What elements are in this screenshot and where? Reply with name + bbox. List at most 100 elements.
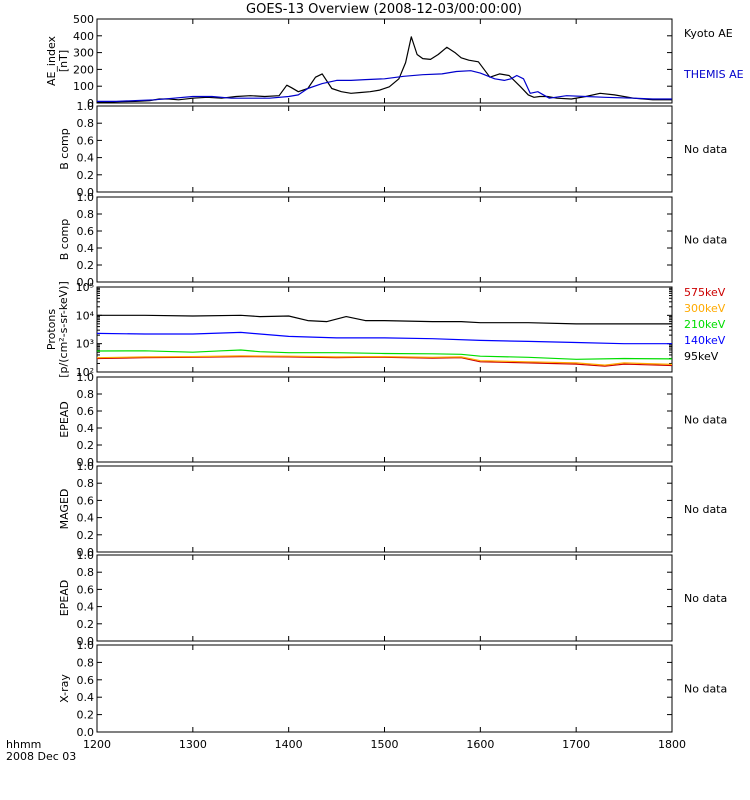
panel-b-comp-2: 0.0 0.2 0.4 0.6 0.8 1.0 B comp No data <box>58 191 727 289</box>
x-tick-label: 1200 <box>83 738 111 751</box>
y-tick-label: 0.6 <box>77 583 95 596</box>
y-tick-label: 1.0 <box>77 549 95 562</box>
no-data-status: No data <box>684 592 727 605</box>
y-tick-label: 0.2 <box>77 709 95 722</box>
x-tick-label: 1500 <box>371 738 399 751</box>
no-data-status: No data <box>684 234 727 247</box>
y-tick-label: 0 <box>87 97 94 110</box>
y-axis-label: Protons <box>45 309 58 350</box>
panel-frame <box>96 554 673 642</box>
y-axis-label: EPEAD <box>58 401 71 438</box>
y-axis-label: B comp <box>58 128 71 170</box>
y-tick-label: 500 <box>73 13 94 26</box>
y-axis-label: [nT] <box>57 50 70 72</box>
x-tick-label: 1800 <box>658 738 686 751</box>
legend-95kev: 95keV <box>684 350 719 363</box>
y-axis-label: MAGED <box>58 489 71 530</box>
y-tick-label: 0.0 <box>77 186 95 199</box>
series-line-575kev <box>97 356 672 367</box>
chart-title: GOES-13 Overview (2008-12-03/00:00:00) <box>246 2 522 17</box>
y-tick-label: 0.0 <box>77 276 95 289</box>
time-format-label: hhmm <box>6 738 41 751</box>
series-line-kyoto-ae <box>97 36 672 103</box>
y-tick-label: 0.6 <box>77 674 95 687</box>
panel-frame <box>96 196 673 283</box>
no-data-status: No data <box>684 503 727 516</box>
no-data-status: No data <box>684 683 727 696</box>
y-tick-label: 300 <box>73 47 94 60</box>
y-tick-label: 0.0 <box>77 456 95 469</box>
y-axis-label: EPEAD <box>58 580 71 617</box>
y-tick-label: 0.6 <box>77 134 95 147</box>
panel-frame <box>96 105 673 193</box>
y-tick-label: 100 <box>73 80 94 93</box>
y-tick-label: 10³ <box>76 338 94 351</box>
panel-frame <box>96 644 673 733</box>
y-tick-label: 0.8 <box>77 656 95 669</box>
y-tick-label: 0.6 <box>77 405 95 418</box>
panel-epead-2: 0.0 0.2 0.4 0.6 0.8 1.0 EPEAD No data <box>58 549 727 648</box>
y-axis-label: B comp <box>58 219 71 261</box>
y-tick-label: 1.0 <box>77 100 95 113</box>
y-tick-label: 0.4 <box>77 601 95 614</box>
x-tick-label: 1300 <box>179 738 207 751</box>
legend-300kev: 300keV <box>684 302 726 315</box>
y-tick-label: 0.2 <box>77 529 95 542</box>
x-tick-label: 1600 <box>466 738 494 751</box>
x-tick-label: 1700 <box>562 738 590 751</box>
y-tick-label: 1.0 <box>77 460 95 473</box>
y-tick-label: 0.8 <box>77 566 95 579</box>
legend-140kev: 140keV <box>684 334 726 347</box>
y-tick-label: 0.0 <box>77 635 95 648</box>
y-axis-label: X-ray <box>58 674 71 703</box>
no-data-status: No data <box>684 414 727 427</box>
legend-210kev: 210keV <box>684 318 726 331</box>
panel-frame <box>96 18 673 104</box>
y-tick-label: 0.4 <box>77 691 95 704</box>
y-tick-label: 0.2 <box>77 169 95 182</box>
date-label: 2008 Dec 03 <box>6 750 76 763</box>
series-line-140kev <box>97 331 672 345</box>
y-tick-label: 0.2 <box>77 618 95 631</box>
panel-ae-index: 0 100 200 300 400 500 AE_index [nT] Kyoto AE THEM… <box>45 13 744 110</box>
y-tick-label: 0.2 <box>77 259 95 272</box>
y-tick-label: 0.2 <box>77 439 95 452</box>
y-tick-label: 1.0 <box>77 191 95 204</box>
series-line-themis-ae <box>97 70 672 103</box>
panel-b-comp-1: 0.0 0.2 0.4 0.6 0.8 1.0 B comp No data <box>58 100 727 199</box>
panel-maged: 0.0 0.2 0.4 0.6 0.8 1.0 MAGED No data <box>58 460 727 559</box>
y-tick-label: 0.8 <box>77 388 95 401</box>
y-tick-label: 200 <box>73 63 94 76</box>
panel-frame <box>96 465 673 553</box>
series-line-300kev <box>97 355 672 366</box>
panel-protons: 10² 10³ 10⁴ 10⁵ Protons [p/(cm²-s-sr-keV)] 575… <box>45 281 726 379</box>
series-line-210kev <box>97 349 672 360</box>
y-tick-label: 1.0 <box>77 371 95 384</box>
y-tick-label: 0.6 <box>77 225 95 238</box>
y-tick-label: 10⁴ <box>76 309 95 322</box>
x-tick-label: 1400 <box>275 738 303 751</box>
panel-frame <box>96 376 673 463</box>
y-tick-label: 0.4 <box>77 242 95 255</box>
y-tick-label: 0.0 <box>77 726 95 739</box>
y-tick-label: 0.8 <box>77 117 95 130</box>
y-tick-label: 10² <box>76 366 94 379</box>
y-tick-label: 0.8 <box>77 477 95 490</box>
y-tick-label: 0.4 <box>77 152 95 165</box>
panel-x-ray: 0.0 0.2 0.4 0.6 0.8 1.0 X-ray No data <box>58 639 727 739</box>
y-tick-label: 1.0 <box>77 639 95 652</box>
y-tick-label: 0.4 <box>77 512 95 525</box>
legend-575kev: 575keV <box>684 286 726 299</box>
y-tick-label: 400 <box>73 30 94 43</box>
legend-kyoto-ae: Kyoto AE <box>684 27 733 40</box>
y-axis-label: AE_index <box>45 35 58 86</box>
y-tick-label: 10⁵ <box>76 281 94 294</box>
y-axis-label: [p/(cm²-s-sr-keV)] <box>57 281 70 378</box>
series-line-95kev <box>97 314 672 325</box>
y-tick-label: 0.0 <box>77 546 95 559</box>
y-tick-label: 0.6 <box>77 494 95 507</box>
y-tick-label: 0.8 <box>77 208 95 221</box>
panel-epead-1: 0.0 0.2 0.4 0.6 0.8 1.0 EPEAD No data <box>58 371 727 469</box>
no-data-status: No data <box>684 143 727 156</box>
